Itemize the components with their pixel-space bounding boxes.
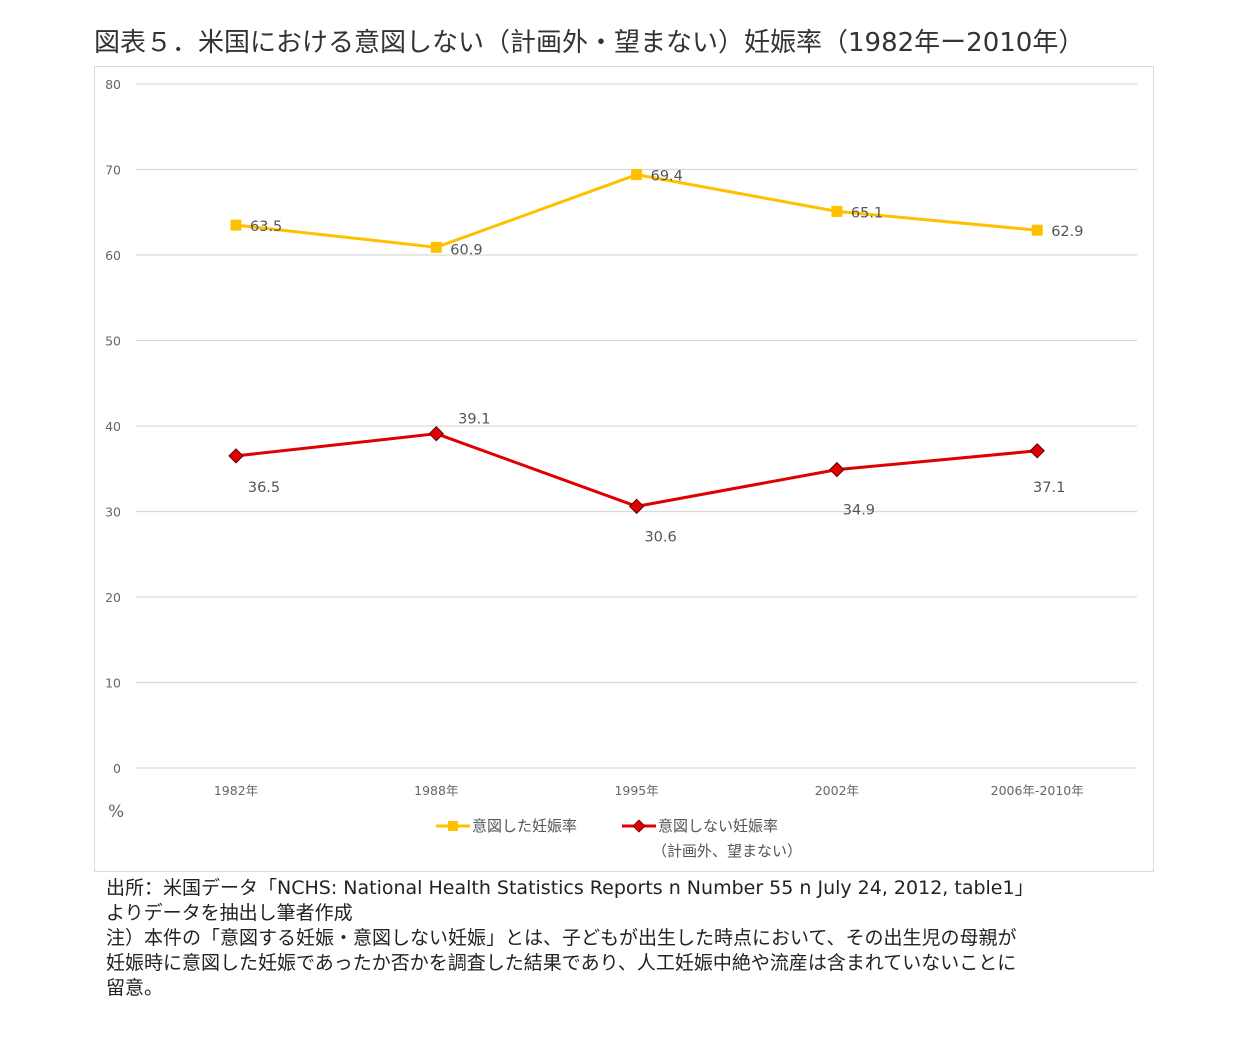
source-line-1: 出所：米国データ「NCHS: National Health Statistic… (106, 877, 1034, 899)
note-line-2: 妊娠時に意図した妊娠であったか否かを調査した結果であり、人工妊娠中絶や流産は含ま… (106, 952, 1017, 974)
data-point-square-marker (430, 241, 442, 253)
data-point-square-marker (230, 219, 242, 231)
series-line-intended (235, 173, 1038, 249)
x-tick-label: 1982年 (214, 783, 258, 798)
series-layer (228, 169, 1045, 515)
chart-title: 図表５．米国における意図しない（計画外・望まない）妊娠率（1982年ー2010年… (94, 28, 1085, 58)
legend-label-unintended: 意図しない妊娠率 (658, 817, 778, 835)
data-point-square-marker (631, 169, 643, 181)
data-point-square-marker (831, 205, 843, 217)
y-tick-label: 10 (105, 676, 121, 691)
notes: 出所：米国データ「NCHS: National Health Statistic… (106, 876, 1216, 1001)
y-tick-label: 70 (105, 163, 121, 178)
data-point-diamond-marker (628, 498, 645, 515)
data-label: 39.1 (458, 412, 490, 428)
note-line-1: 注）本件の「意図する妊娠・意図しない妊娠」とは、子どもが出生した時点において、そ… (106, 927, 1017, 949)
data-label: 65.1 (851, 205, 883, 221)
gridlines (136, 83, 1137, 769)
legend: 意図した妊娠率 意図しない妊娠率 （計画外、望まない） (436, 817, 802, 860)
y-tick-label: 30 (105, 505, 121, 520)
data-label: 36.5 (248, 480, 280, 496)
y-tick-label: 0 (113, 761, 121, 776)
data-label: 63.5 (250, 219, 282, 235)
data-label: 60.9 (450, 242, 482, 258)
y-axis-ticks: 0 10 20 30 40 50 60 70 80 (105, 77, 121, 776)
data-label: 62.9 (1051, 224, 1083, 240)
series-line-unintended (235, 432, 1038, 508)
data-point-diamond-marker (428, 425, 445, 442)
x-tick-label: 1988年 (414, 783, 458, 798)
legend-item-intended[interactable]: 意図した妊娠率 (436, 817, 577, 835)
data-label: 69.4 (651, 169, 683, 185)
x-tick-label: 2006年-2010年 (991, 783, 1084, 798)
legend-diamond-marker-icon (632, 819, 646, 833)
y-tick-label: 40 (105, 419, 121, 434)
data-point-diamond-marker (829, 461, 845, 478)
legend-item-unintended[interactable]: 意図しない妊娠率 （計画外、望まない） (622, 817, 802, 860)
y-tick-label: 20 (105, 590, 121, 605)
note-line-3: 留意。 (106, 977, 164, 999)
data-label: 37.1 (1033, 480, 1065, 496)
data-point-diamond-marker (1029, 443, 1045, 459)
data-labels: 63.5 60.9 69.4 65.1 62.9 36.5 39.1 30.6 34.9 37.1 (248, 169, 1084, 546)
x-axis-ticks: 1982年 1988年 1995年 2002年 2006年-2010年 (214, 783, 1084, 798)
y-tick-label: 80 (105, 77, 121, 92)
legend-label-intended: 意図した妊娠率 (472, 817, 577, 835)
chart-frame (94, 66, 1154, 872)
data-point-square-marker (1031, 224, 1043, 236)
data-label: 30.6 (644, 529, 676, 545)
y-tick-label: 50 (105, 334, 121, 349)
y-tick-label: 60 (105, 248, 121, 263)
y-axis-unit-label: % (108, 802, 124, 822)
legend-label-unintended-sub: （計画外、望まない） (652, 842, 802, 860)
source-line-2: よりデータを抽出し筆者作成 (106, 902, 353, 924)
legend-square-marker-icon (448, 821, 458, 831)
data-point-diamond-marker (228, 448, 244, 464)
x-tick-label: 1995年 (614, 783, 658, 798)
data-label: 34.9 (843, 503, 875, 519)
x-tick-label: 2002年 (815, 783, 859, 798)
